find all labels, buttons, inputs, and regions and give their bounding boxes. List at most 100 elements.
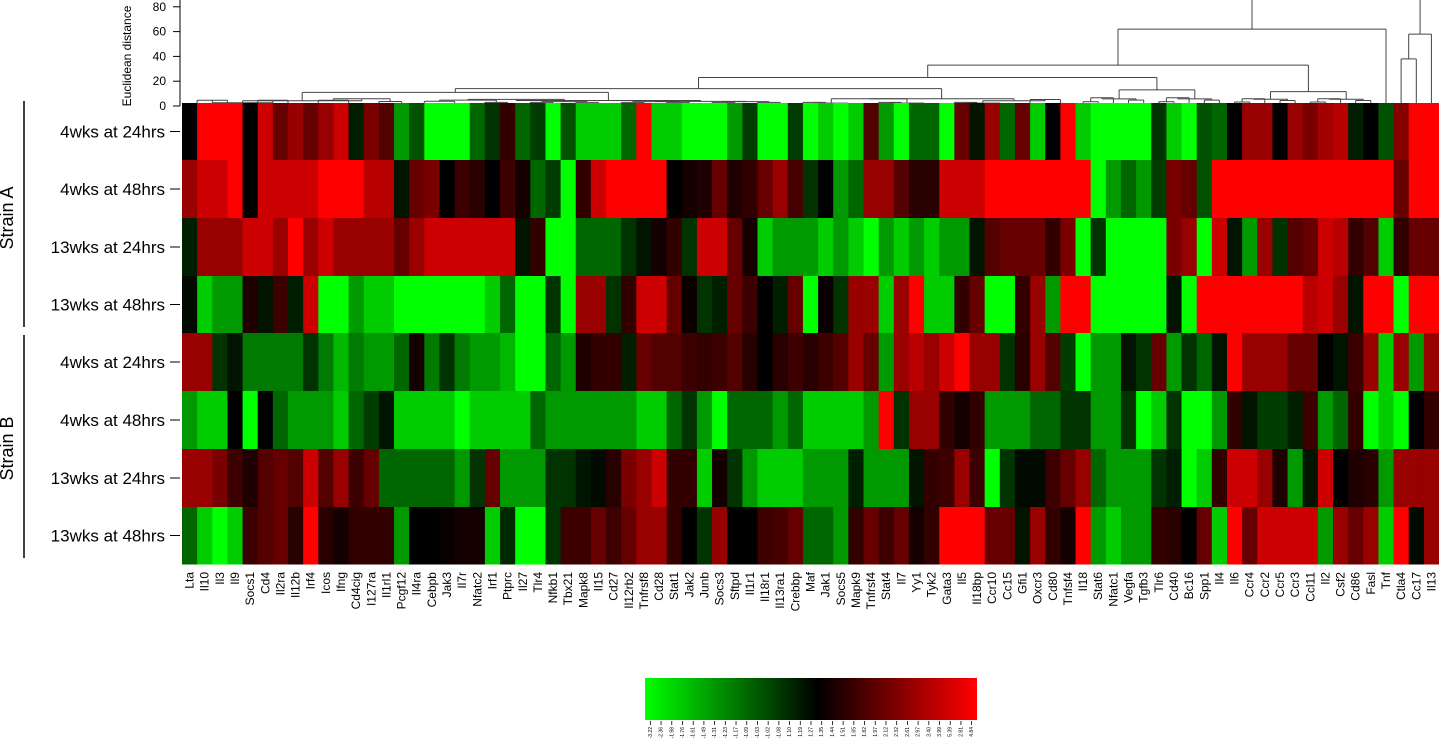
heatmap-cell: [878, 449, 895, 508]
heatmap-cell: [636, 103, 653, 161]
heatmap-cell: [999, 507, 1016, 565]
row-labels: 4wks at 24hrs 4wks at 48hrs 13wks at 24hrs…: [51, 123, 180, 546]
heatmap-cell: [802, 160, 819, 219]
heatmap-cell: [787, 449, 804, 508]
heatmap-cell: [1332, 449, 1349, 508]
heatmap-cell: [848, 276, 865, 334]
heatmap-cell: [757, 103, 774, 161]
heatmap-cell: [1317, 507, 1334, 565]
heatmap-cell: [303, 218, 319, 277]
heatmap-cell: [1302, 160, 1319, 219]
heatmap-cell: [1090, 218, 1107, 277]
heatmap-cell: [863, 276, 880, 334]
heatmap-cell: [242, 333, 259, 392]
heatmap-cell: [227, 507, 244, 565]
heatmap-cell: [696, 218, 713, 277]
heatmap-cell: [590, 449, 607, 508]
heatmap-cell: [954, 333, 971, 392]
heatmap-cell: [1166, 449, 1183, 508]
heatmap-cell: [848, 449, 865, 508]
heatmap-cell: [984, 449, 1001, 508]
heatmap-cell: [1151, 449, 1167, 508]
heatmap-cell: [1332, 391, 1349, 450]
color-scale-tick-label: -1.08: [776, 727, 782, 739]
heatmap-cell: [757, 218, 774, 277]
heatmap-cell: [575, 449, 592, 508]
heatmap-cell: [1211, 276, 1228, 334]
color-scale-tick-label: -1.61: [691, 727, 697, 739]
heatmap-cell: [1393, 391, 1410, 450]
heatmap-cell: [1226, 449, 1243, 508]
dendrogram-tick-label: 20: [153, 74, 167, 88]
heatmap-cell: [818, 333, 834, 392]
heatmap-cell: [272, 218, 289, 277]
group-label: Strain A: [0, 186, 17, 249]
heatmap-cell: [802, 218, 819, 277]
heatmap-cell: [394, 507, 410, 565]
heatmap-cell: [954, 391, 971, 450]
heatmap-cell: [318, 160, 335, 219]
heatmap-cell: [757, 391, 774, 450]
heatmap-cell: [1287, 218, 1304, 277]
heatmap-cell: [742, 333, 759, 392]
heatmap-cell: [560, 333, 577, 392]
heatmap-cell: [303, 160, 319, 219]
heatmap-cell: [1242, 103, 1258, 161]
heatmap-cell: [606, 218, 622, 277]
heatmap-cell: [924, 449, 940, 508]
heatmap-cell: [272, 103, 289, 161]
heatmap-cell: [802, 449, 819, 508]
heatmap-cell: [318, 276, 335, 334]
heatmap-cell: [197, 160, 213, 219]
heatmap-cell: [1045, 103, 1061, 161]
column-label: Il3: [213, 572, 227, 585]
heatmap-cell: [424, 218, 441, 277]
heatmap-cell: [606, 160, 622, 219]
heatmap-cell: [1226, 218, 1243, 277]
heatmap-cell: [439, 507, 456, 565]
heatmap-cell: [757, 160, 774, 219]
heatmap-cell: [772, 333, 789, 392]
color-scale-tick-label: -3.22: [648, 727, 654, 739]
heatmap-cell: [848, 391, 865, 450]
heatmap-cell: [787, 160, 804, 219]
heatmap-cell: [1332, 507, 1349, 565]
color-scale-tick-label: -1.76: [680, 727, 686, 739]
heatmap-cell: [333, 507, 350, 565]
heatmap-cell: [1196, 160, 1213, 219]
heatmap-cell: [1272, 391, 1289, 450]
heatmap-cell: [924, 276, 940, 334]
heatmap-cell: [257, 391, 274, 450]
heatmap-cell: [878, 507, 895, 565]
heatmap-cell: [1075, 507, 1092, 565]
heatmap-cell: [1014, 276, 1031, 334]
heatmap-cell: [560, 276, 577, 334]
heatmap-cell: [1423, 391, 1439, 450]
column-label: Il2ra: [273, 572, 287, 596]
heatmap-cell: [363, 103, 380, 161]
column-label: Pcgf12: [395, 572, 409, 610]
heatmap-cell: [469, 160, 486, 219]
heatmap-cell: [1408, 333, 1425, 392]
column-label: Il18bp: [970, 572, 984, 605]
heatmap-cell: [1257, 333, 1274, 392]
color-scale-tick-label: -1.03: [755, 727, 761, 739]
heatmap-cell: [969, 218, 986, 277]
column-label: Vegfa: [1122, 572, 1136, 603]
heatmap-cell: [636, 333, 653, 392]
heatmap-cell: [712, 218, 728, 277]
heatmap-cell: [1060, 276, 1077, 334]
heatmap-cell: [212, 391, 229, 450]
heatmap-cell: [1302, 218, 1319, 277]
heatmap-cell: [1045, 507, 1061, 565]
heatmap-cell: [999, 333, 1016, 392]
heatmap-cell: [303, 276, 319, 334]
heatmap-cell: [1272, 333, 1289, 392]
heatmap-cell: [1363, 449, 1380, 508]
heatmap-cell: [1060, 391, 1077, 450]
heatmap-cell: [772, 103, 789, 161]
heatmap-cell: [288, 333, 304, 392]
heatmap-cell: [1211, 507, 1228, 565]
heatmap-cell: [757, 507, 774, 565]
heatmap-cell: [1317, 276, 1334, 334]
